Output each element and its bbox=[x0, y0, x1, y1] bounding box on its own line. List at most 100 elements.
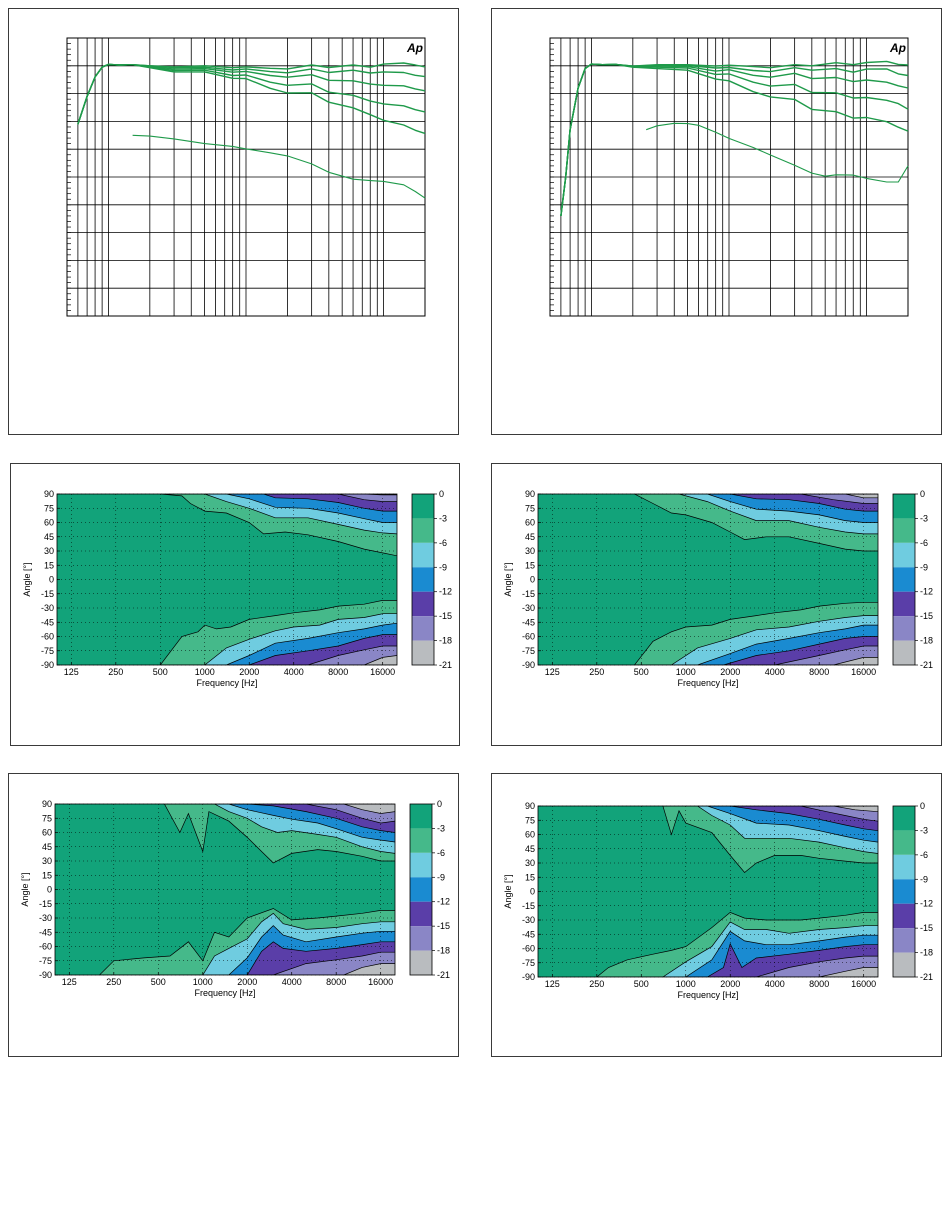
y-tick-label: 60 bbox=[525, 830, 535, 840]
colorbar-segment bbox=[412, 640, 434, 665]
y-tick-label: -45 bbox=[41, 617, 54, 627]
y-tick-label: -15 bbox=[39, 899, 52, 909]
dir-chart-bottom-right: 125 250 500 1000 2000 4000 8000 16000 90 75 60 45 30… bbox=[503, 801, 933, 1000]
y-tick-label: -30 bbox=[522, 915, 535, 925]
y-axis-label: Angle [°] bbox=[503, 562, 513, 596]
y-axis-label: Angle [°] bbox=[20, 872, 30, 906]
y-tick-label: -90 bbox=[39, 970, 52, 980]
fr-chart-right: Ap bbox=[549, 37, 909, 317]
x-tick-label: 4000 bbox=[282, 977, 302, 987]
y-tick-label: -30 bbox=[39, 913, 52, 923]
x-tick-label: 8000 bbox=[328, 667, 348, 677]
x-tick-label: 250 bbox=[589, 667, 604, 677]
y-tick-label: -15 bbox=[41, 589, 54, 599]
colorbar-segment bbox=[412, 567, 434, 592]
y-tick-label: -90 bbox=[41, 660, 54, 670]
x-tick-label: 500 bbox=[153, 667, 168, 677]
x-tick-label: 1000 bbox=[193, 977, 213, 987]
contour-region-upper-18 bbox=[833, 806, 878, 813]
y-tick-label: 45 bbox=[525, 532, 535, 542]
y-tick-label: 0 bbox=[530, 575, 535, 585]
colorbar-tick-label: -18 bbox=[920, 948, 933, 958]
y-tick-label: -30 bbox=[522, 603, 535, 613]
colorbar-tick-label: -21 bbox=[920, 660, 933, 670]
colorbar-segment bbox=[893, 903, 915, 929]
colorbar-frame bbox=[409, 803, 433, 976]
x-tick-label: 8000 bbox=[326, 977, 346, 987]
grid bbox=[66, 37, 426, 317]
y-tick-label: -75 bbox=[522, 958, 535, 968]
colorbar-tick-label: -3 bbox=[920, 513, 928, 523]
x-tick-label: 250 bbox=[108, 667, 123, 677]
colorbar-tick-label: -12 bbox=[437, 897, 450, 907]
x-tick-label: 16000 bbox=[368, 977, 393, 987]
dir-panel-top-left: 125 250 500 1000 2000 4000 8000 16000 90 75 60 45 30… bbox=[10, 463, 460, 746]
x-tick-label: 125 bbox=[545, 979, 560, 989]
y-tick-label: 75 bbox=[525, 815, 535, 825]
colorbar-tick-label: -9 bbox=[920, 562, 928, 572]
colorbar-tick-label: -3 bbox=[920, 825, 928, 835]
y-tick-label: -60 bbox=[41, 632, 54, 642]
x-tick-label: 4000 bbox=[765, 979, 785, 989]
colorbar-segment bbox=[412, 518, 434, 543]
colorbar-tick-label: 0 bbox=[437, 799, 442, 809]
x-tick-label: 2000 bbox=[720, 667, 740, 677]
colorbar-frame bbox=[892, 805, 916, 978]
colorbar-tick-label: -9 bbox=[437, 872, 445, 882]
colorbar-tick-label: 0 bbox=[920, 489, 925, 499]
contour-regions bbox=[596, 806, 878, 977]
x-tick-label: 125 bbox=[545, 667, 560, 677]
y-tick-label: 60 bbox=[44, 518, 54, 528]
y-tick-label: -45 bbox=[39, 927, 52, 937]
ap-logo: Ap bbox=[406, 41, 423, 55]
y-tick-label: 75 bbox=[42, 813, 52, 823]
colorbar: 0 -3 -6 -9 -12 -15 -18 -21 bbox=[892, 801, 933, 982]
colorbar-tick-label: -15 bbox=[920, 611, 933, 621]
x-tick-label: 1000 bbox=[676, 979, 696, 989]
colorbar-segment bbox=[893, 854, 915, 880]
x-tick-label: 4000 bbox=[284, 667, 304, 677]
x-tick-label: 500 bbox=[634, 979, 649, 989]
colorbar-segment bbox=[410, 852, 432, 878]
x-tick-label: 16000 bbox=[370, 667, 395, 677]
y-tick-label: 0 bbox=[47, 885, 52, 895]
y-tick-label: 45 bbox=[44, 532, 54, 542]
colorbar-tick-label: -12 bbox=[439, 587, 452, 597]
dir-chart-bottom-left: 125 250 500 1000 2000 4000 8000 16000 90 75 60 45 30… bbox=[20, 799, 450, 998]
dir-chart-top-left: 125 250 500 1000 2000 4000 8000 16000 90 75 60 45 30… bbox=[22, 489, 452, 688]
y-tick-label: -15 bbox=[522, 589, 535, 599]
x-axis-label: Frequency [Hz] bbox=[196, 678, 257, 688]
colorbar-tick-label: -6 bbox=[439, 538, 447, 548]
y-axis-label: Angle [°] bbox=[503, 874, 513, 908]
y-tick-label: 45 bbox=[42, 842, 52, 852]
y-tick-label: 30 bbox=[44, 546, 54, 556]
colorbar-segment bbox=[893, 879, 915, 904]
contour-region-upper-18 bbox=[845, 494, 878, 499]
x-tick-label: 8000 bbox=[809, 979, 829, 989]
plot-frame bbox=[66, 37, 426, 317]
contour-region-upper-18 bbox=[343, 804, 395, 814]
dir-panel-bottom-right: 125 250 500 1000 2000 4000 8000 16000 90 75 60 45 30… bbox=[491, 773, 942, 1057]
y-tick-label: 15 bbox=[525, 872, 535, 882]
colorbar-segment bbox=[410, 901, 432, 927]
colorbar-tick-label: 0 bbox=[439, 489, 444, 499]
colorbar-tick-label: -15 bbox=[439, 611, 452, 621]
contour-region-lower-18 bbox=[343, 963, 395, 975]
colorbar-tick-label: -6 bbox=[920, 850, 928, 860]
colorbar-tick-label: -12 bbox=[920, 587, 933, 597]
colorbar-segment bbox=[893, 567, 915, 592]
colorbar-tick-label: 0 bbox=[920, 801, 925, 811]
x-tick-label: 250 bbox=[589, 979, 604, 989]
colorbar-tick-label: -3 bbox=[437, 823, 445, 833]
fr-panel-right: Ap bbox=[491, 8, 942, 435]
x-axis-label: Frequency [Hz] bbox=[677, 990, 738, 1000]
colorbar-tick-label: -15 bbox=[920, 923, 933, 933]
x-tick-label: 1000 bbox=[195, 667, 215, 677]
fr-curve-5 bbox=[560, 63, 909, 216]
y-tick-label: 60 bbox=[525, 518, 535, 528]
contour-region-lower-15 bbox=[307, 645, 397, 665]
colorbar: 0 -3 -6 -9 -12 -15 -18 -21 bbox=[411, 489, 452, 670]
colorbar-segment bbox=[893, 640, 915, 665]
colorbar-segment bbox=[893, 830, 915, 855]
contour-regions bbox=[99, 804, 395, 975]
